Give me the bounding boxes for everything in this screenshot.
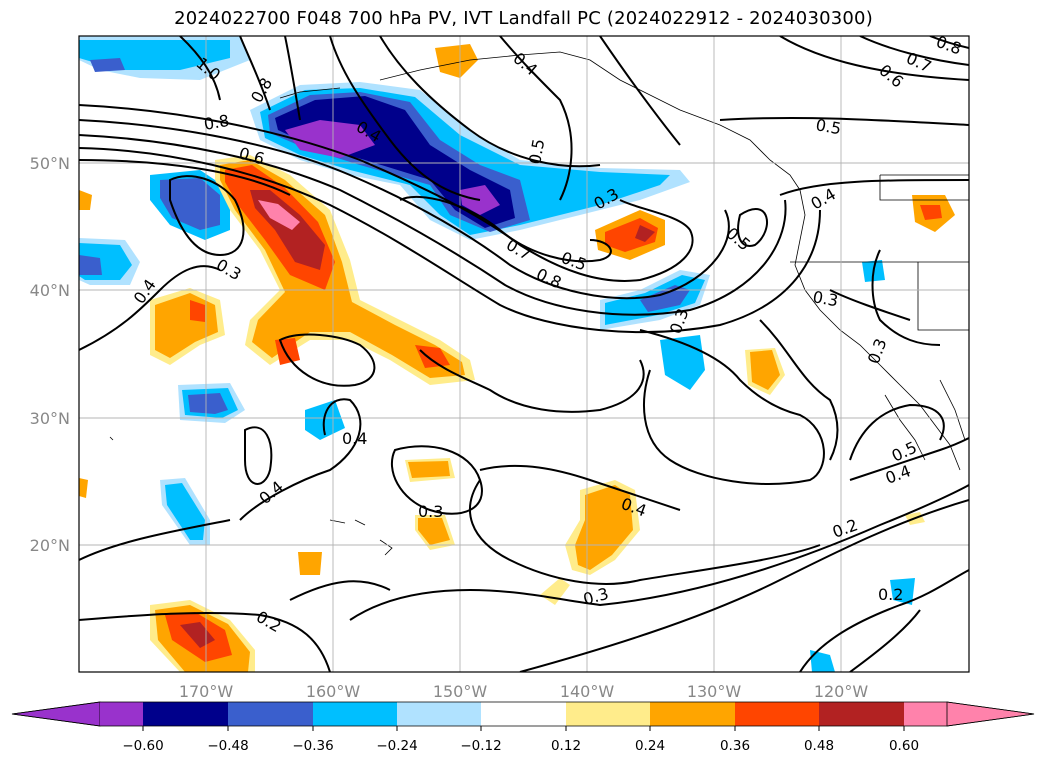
- lat-label: 40°N: [30, 281, 70, 300]
- colorbar-tick-label: −0.60: [122, 738, 163, 754]
- colorbar-tick-label: 0.48: [804, 738, 834, 754]
- colorbar-tick-label: −0.48: [207, 738, 248, 754]
- lon-labels: 170°W 160°W 150°W 140°W 130°W 120°W: [179, 682, 869, 701]
- lon-label: 150°W: [433, 682, 488, 701]
- map-border: [78, 35, 970, 673]
- lat-label: 20°N: [30, 536, 70, 555]
- colorbar: −0.60 −0.48 −0.36 −0.24 −0.12 0.12 0.24 …: [11, 701, 1035, 754]
- contour-label: 0.5: [814, 115, 842, 138]
- colorbar-tick-label: 0.60: [889, 738, 919, 754]
- contour-label: 0.3: [418, 502, 443, 521]
- colorbar-tick-label: 0.12: [551, 738, 581, 754]
- gridlines: [79, 36, 969, 672]
- lon-label: 120°W: [814, 682, 869, 701]
- map-panel: 0.8 1.0 0.4 0.5 0.6 0.7 0.8 0.5 0.6 0.8 …: [79, 36, 969, 672]
- contour-label: 0.4: [342, 429, 367, 448]
- colorbar-tick-label: −0.12: [460, 738, 501, 754]
- colorbar-tick-label: −0.24: [376, 738, 417, 754]
- lon-label: 160°W: [306, 682, 361, 701]
- contour-label: 0.3: [811, 287, 839, 310]
- colorbar-tick-label: 0.36: [720, 738, 750, 754]
- lat-label: 30°N: [30, 409, 70, 428]
- contour-label: 0.2: [878, 585, 903, 604]
- lat-label: 50°N: [30, 154, 70, 173]
- map-title: 2024022700 F048 700 hPa PV, IVT Landfall…: [174, 8, 873, 29]
- ivt-contours: [79, 36, 969, 672]
- lat-labels: 50°N 40°N 30°N 20°N: [30, 154, 70, 555]
- lon-label: 130°W: [687, 682, 742, 701]
- colorbar-tick-label: −0.36: [292, 738, 333, 754]
- lon-label: 170°W: [179, 682, 234, 701]
- contour-label: 0.8: [202, 111, 230, 134]
- lon-label: 140°W: [560, 682, 615, 701]
- contour-label: 0.5: [525, 137, 548, 165]
- colorbar-tick-label: 0.24: [635, 738, 665, 754]
